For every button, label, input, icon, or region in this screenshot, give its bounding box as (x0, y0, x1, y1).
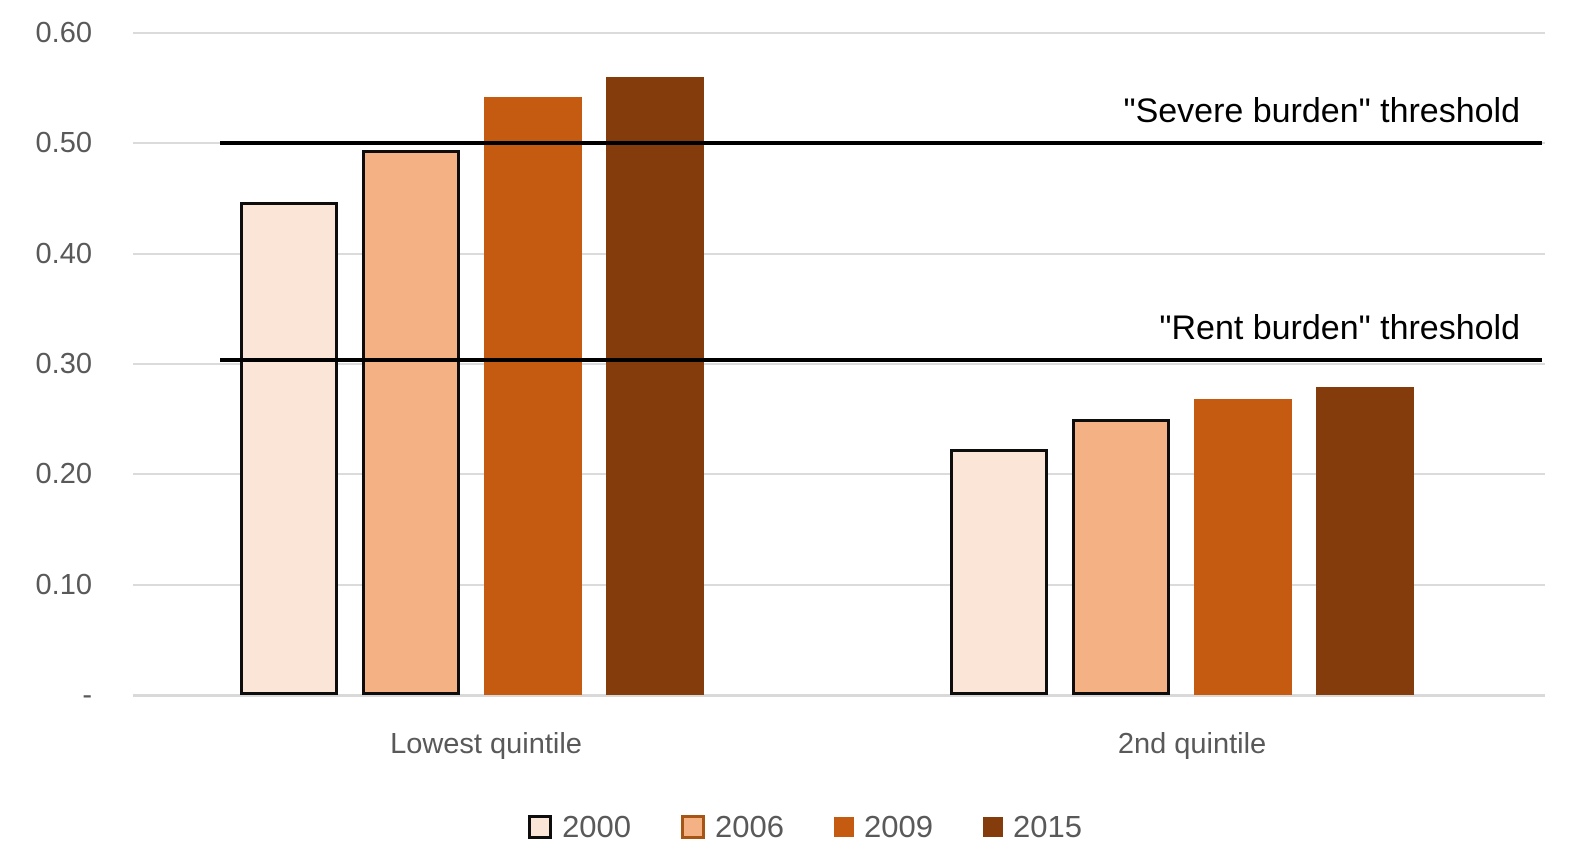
legend-label-2000: 2000 (562, 809, 632, 844)
gridline (133, 363, 1545, 365)
legend-label-2006: 2006 (715, 809, 784, 844)
y-axis-tick-label: 0.30 (35, 348, 92, 380)
y-axis-tick-label: 0.50 (35, 127, 92, 160)
gridline (133, 473, 1545, 476)
bar-2000-2nd-quintile (950, 448, 1048, 695)
gridline (133, 694, 1545, 697)
legend-swatch-2000 (528, 815, 553, 839)
gridline (133, 252, 1545, 255)
bar-2006-lowest-quintile (362, 149, 460, 695)
severe-burden-threshold-label: "Severe burden" threshold (1123, 92, 1521, 131)
rent-burden-threshold-label: "Rent burden" threshold (1159, 308, 1520, 347)
y-axis-tick-label: 0.40 (35, 237, 92, 270)
legend-item-2015: 2015 (982, 809, 1082, 845)
bar-2006-2nd-quintile (1072, 419, 1170, 695)
legend-swatch-2009 (834, 817, 854, 837)
legend-label-2015: 2015 (1012, 809, 1082, 844)
legend-item-2000: 2000 (528, 809, 631, 845)
bar-2015-2nd-quintile (1316, 387, 1414, 695)
legend-label-2009: 2009 (864, 809, 933, 844)
bar-2009-2nd-quintile (1194, 399, 1292, 695)
legend: 2000 2006 2009 2015 (20, 805, 1570, 849)
legend-item-2006: 2006 (681, 809, 784, 845)
x-axis-label-lowest-quintile: Lowest quintile (390, 728, 582, 760)
bar-2009-lowest-quintile (484, 96, 582, 695)
y-axis-tick-label: 0.60 (35, 17, 92, 49)
bar-2015-lowest-quintile (606, 77, 704, 695)
y-axis-tick-label: 0.10 (35, 568, 92, 601)
rent-burden-threshold-line (220, 357, 1542, 362)
legend-swatch-2015 (982, 817, 1003, 837)
bar-2000-lowest-quintile (240, 201, 338, 695)
y-axis-tick-label: - (82, 679, 92, 711)
x-axis-label-2nd-quintile: 2nd quintile (1117, 728, 1267, 760)
legend-item-2009: 2009 (834, 809, 933, 845)
y-axis-tick-label: 0.20 (35, 458, 92, 491)
gridline (133, 583, 1545, 586)
severe-burden-threshold-line (220, 141, 1542, 146)
gridline (133, 32, 1545, 34)
legend-swatch-2006 (681, 815, 706, 839)
